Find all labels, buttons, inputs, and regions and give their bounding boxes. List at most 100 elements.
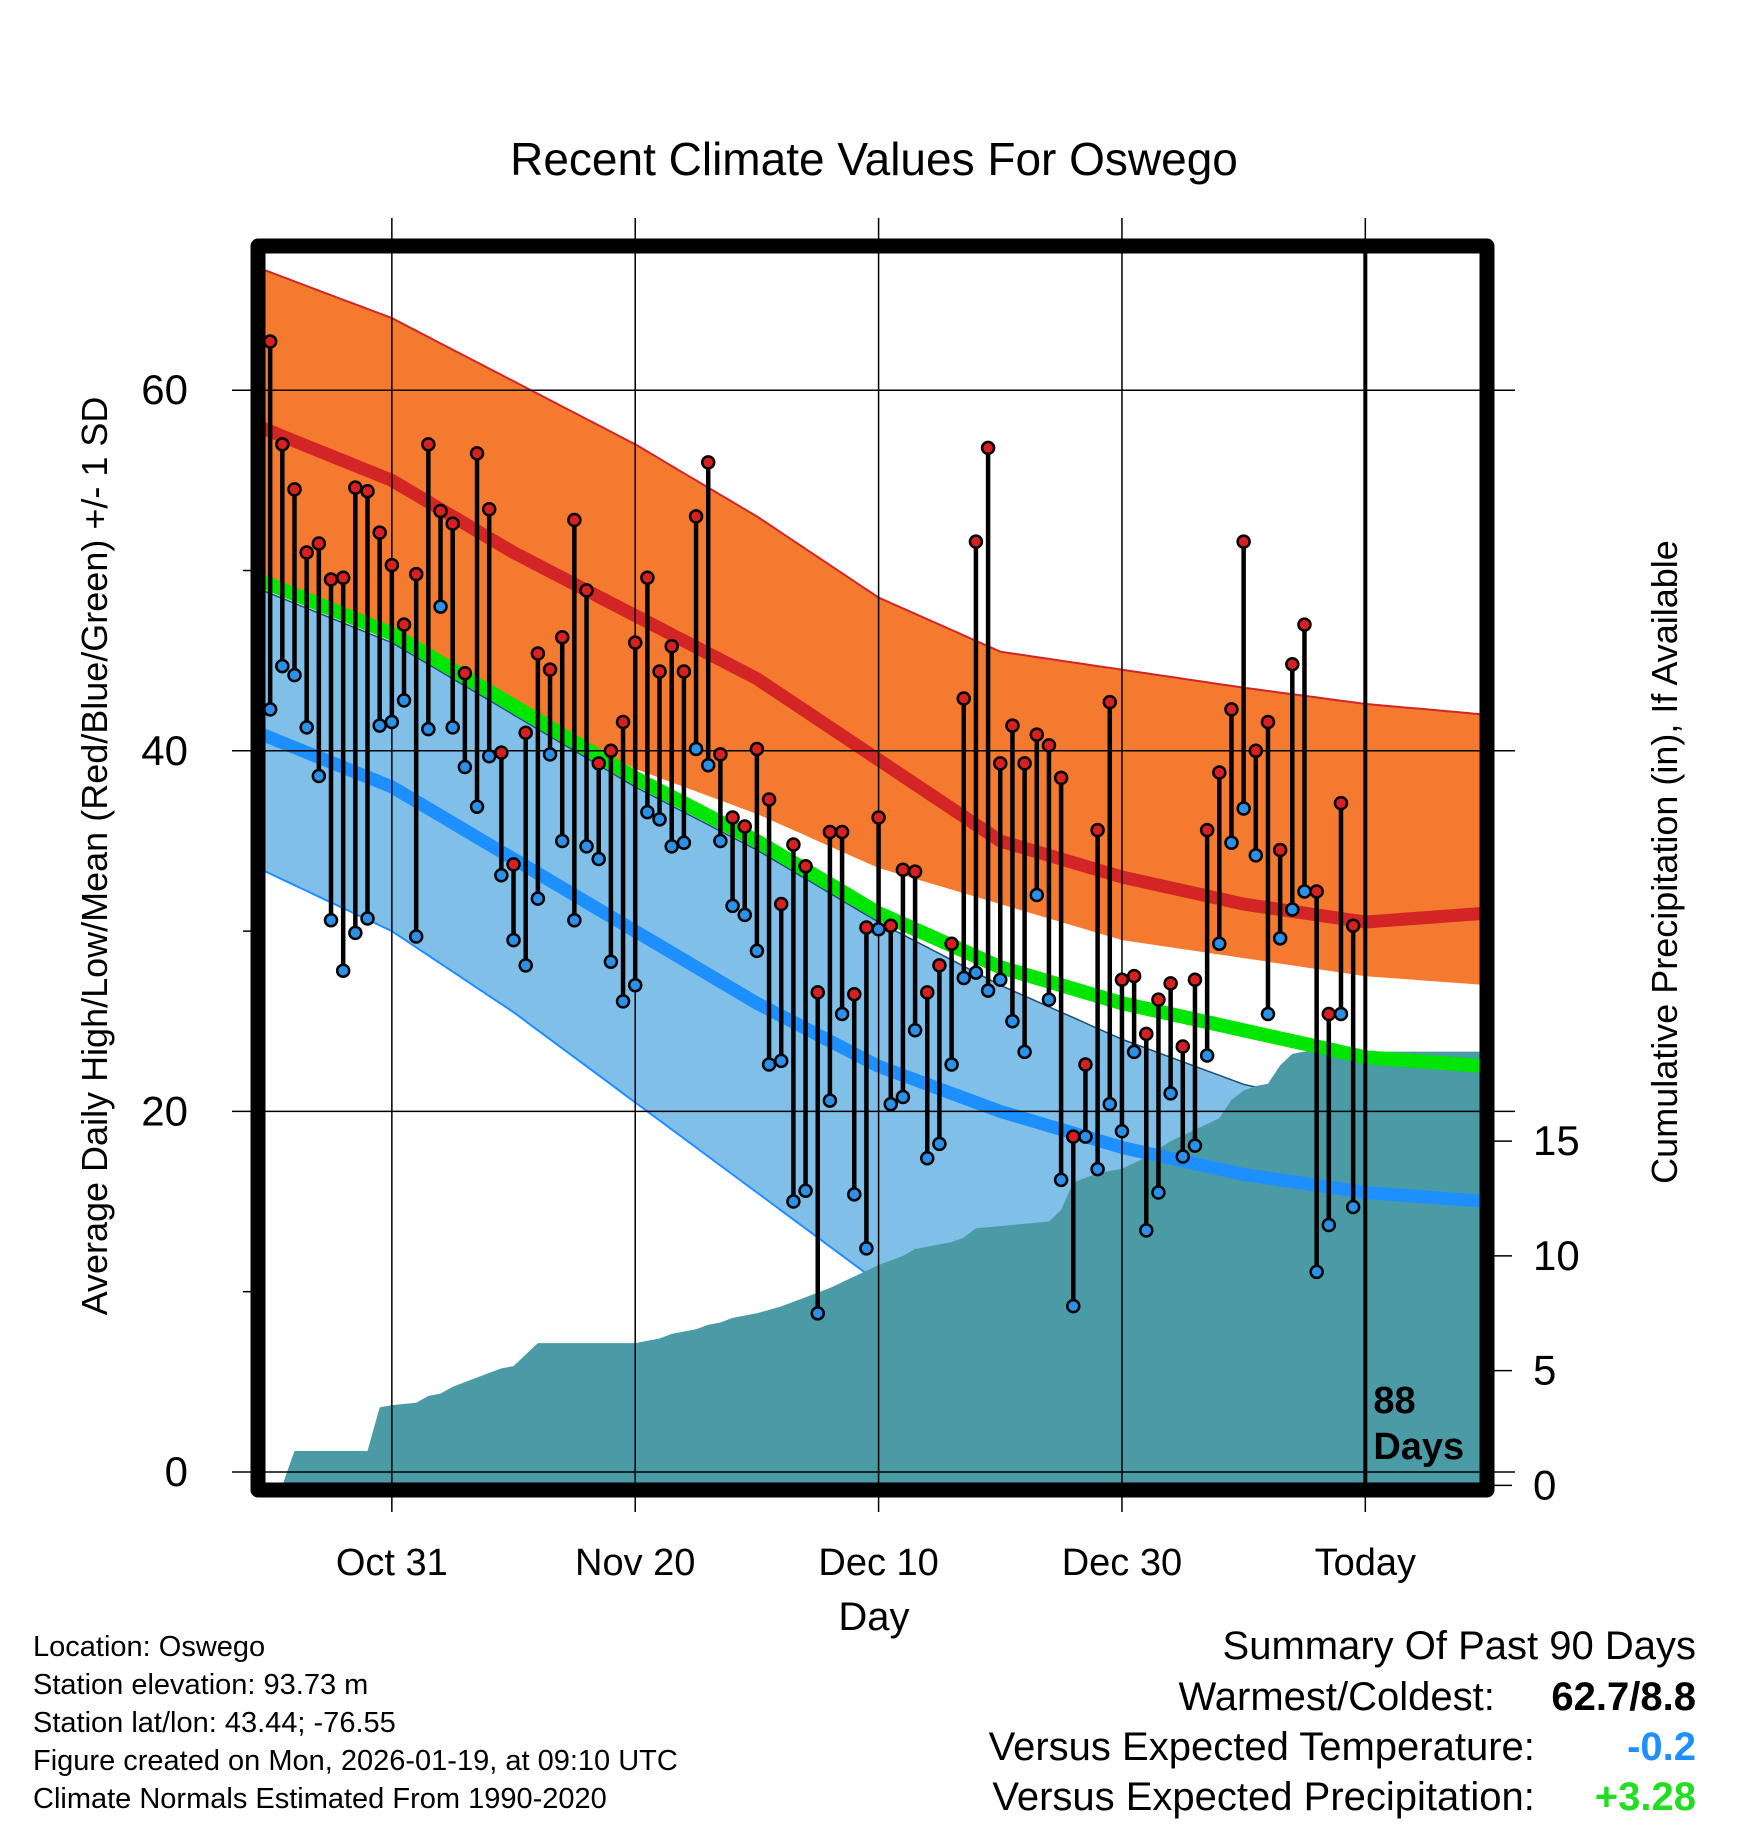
x-tick-label: Today bbox=[1315, 1542, 1416, 1584]
daily-low-point bbox=[1333, 1006, 1349, 1022]
today-days-label: 88 bbox=[1373, 1380, 1415, 1422]
daily-high-point bbox=[262, 334, 278, 349]
daily-low-point bbox=[676, 835, 692, 851]
daily-low-point bbox=[1187, 1138, 1203, 1153]
x-tick-label: Nov 20 bbox=[575, 1542, 695, 1584]
daily-high-point bbox=[421, 437, 436, 452]
daily-high-point bbox=[676, 664, 692, 679]
daily-low-point bbox=[567, 913, 582, 928]
daily-high-point bbox=[1114, 972, 1130, 988]
daily-low-point bbox=[664, 839, 679, 854]
y-axis-label: Average Daily High/Low/Mean (Red/Blue/Gr… bbox=[74, 397, 115, 1316]
y2-tick-label: 10 bbox=[1533, 1232, 1580, 1279]
summary-precip-label: Versus Expected Precipitation: bbox=[992, 1775, 1535, 1819]
daily-low-point bbox=[1224, 835, 1239, 851]
summary-temp-value: -0.2 bbox=[1627, 1725, 1696, 1769]
daily-high-point bbox=[433, 503, 448, 519]
daily-low-point bbox=[518, 958, 533, 973]
daily-high-point bbox=[773, 896, 789, 912]
daily-low-point bbox=[1272, 931, 1288, 946]
daily-high-point bbox=[737, 819, 752, 834]
daily-low-point bbox=[554, 833, 570, 849]
x-tick-label: Dec 30 bbox=[1062, 1542, 1182, 1584]
plot-frame bbox=[250, 238, 1495, 1498]
daily-low-point bbox=[786, 1194, 801, 1209]
daily-high-point bbox=[688, 509, 704, 524]
daily-high-point bbox=[1236, 534, 1251, 549]
daily-high-point bbox=[603, 743, 619, 759]
daily-high-point bbox=[299, 545, 314, 560]
daily-high-point bbox=[542, 662, 558, 677]
daily-high-point bbox=[725, 810, 740, 825]
summary-precip-value: +3.28 bbox=[1594, 1775, 1696, 1819]
daily-high-point bbox=[1248, 743, 1264, 759]
daily-high-point bbox=[1017, 756, 1032, 771]
high-plus-sd-edge bbox=[258, 266, 1487, 716]
daily-high-point bbox=[980, 440, 996, 456]
summary-warmest-value: 62.7/8.8 bbox=[1551, 1675, 1696, 1719]
daily-high-point bbox=[932, 958, 947, 973]
daily-high-point bbox=[1260, 714, 1276, 730]
daily-low-point bbox=[335, 963, 351, 979]
daily-low-point bbox=[311, 768, 327, 784]
daily-high-point bbox=[749, 741, 765, 757]
daily-low-point bbox=[579, 839, 594, 854]
daily-low-point bbox=[1090, 1161, 1105, 1177]
info-normals: Climate Normals Estimated From 1990-2020 bbox=[33, 1783, 607, 1815]
y2-axis-label: Cumulative Precipitation (in), If Availa… bbox=[1644, 540, 1685, 1184]
daily-low-point bbox=[822, 1093, 838, 1108]
x-tick-label: Dec 10 bbox=[818, 1542, 938, 1584]
daily-low-point bbox=[652, 812, 667, 827]
daily-low-point bbox=[640, 804, 655, 820]
daily-high-point bbox=[664, 638, 679, 654]
daily-low-point bbox=[445, 720, 460, 735]
x-tick-label: Oct 31 bbox=[336, 1542, 448, 1584]
daily-high-point bbox=[1029, 727, 1045, 742]
daily-low-point bbox=[433, 599, 448, 614]
daily-low-point bbox=[396, 693, 412, 708]
daily-low-point bbox=[615, 994, 631, 1009]
daily-high-point bbox=[1285, 657, 1300, 672]
daily-high-point bbox=[761, 792, 777, 807]
daily-high-point bbox=[1066, 1129, 1081, 1144]
daily-high-point bbox=[1187, 972, 1203, 988]
daily-high-point bbox=[652, 664, 667, 679]
daily-high-point bbox=[615, 714, 631, 730]
daily-low-point bbox=[968, 965, 984, 980]
daily-low-point bbox=[360, 911, 375, 926]
daily-low-point bbox=[810, 1306, 825, 1321]
daily-low-point bbox=[834, 1006, 850, 1022]
summary-title: Summary Of Past 90 Days bbox=[1222, 1624, 1696, 1668]
daily-high-point bbox=[481, 501, 497, 517]
daily-low-point bbox=[481, 748, 497, 764]
daily-high-point bbox=[579, 583, 594, 598]
daily-low-point bbox=[323, 913, 339, 928]
y2-tick-label: 5 bbox=[1533, 1347, 1556, 1394]
daily-high-point bbox=[1139, 1026, 1154, 1042]
daily-low-point bbox=[956, 970, 972, 986]
daily-low-point bbox=[1114, 1123, 1130, 1139]
daily-high-point bbox=[287, 482, 302, 497]
daily-high-point bbox=[567, 512, 582, 528]
daily-low-point bbox=[287, 667, 302, 683]
daily-high-point bbox=[311, 536, 327, 551]
daily-low-point bbox=[1151, 1185, 1166, 1200]
daily-low-point bbox=[1260, 1006, 1276, 1022]
daily-high-point bbox=[822, 824, 838, 840]
daily-low-point bbox=[372, 718, 387, 733]
daily-low-point bbox=[421, 721, 436, 737]
daily-low-point bbox=[275, 658, 290, 674]
daily-high-point bbox=[457, 666, 473, 681]
daily-low-point bbox=[1139, 1223, 1154, 1238]
daily-high-point bbox=[1345, 918, 1361, 933]
daily-high-point bbox=[1163, 976, 1178, 991]
daily-low-point bbox=[1053, 1172, 1069, 1188]
daily-low-point bbox=[1199, 1048, 1215, 1063]
daily-low-point bbox=[920, 1151, 935, 1166]
daily-high-point bbox=[506, 857, 521, 872]
x-axis-label: Day bbox=[838, 1595, 909, 1639]
daily-high-point bbox=[846, 986, 862, 1002]
daily-high-point bbox=[554, 629, 570, 645]
daily-low-point bbox=[1029, 887, 1045, 903]
